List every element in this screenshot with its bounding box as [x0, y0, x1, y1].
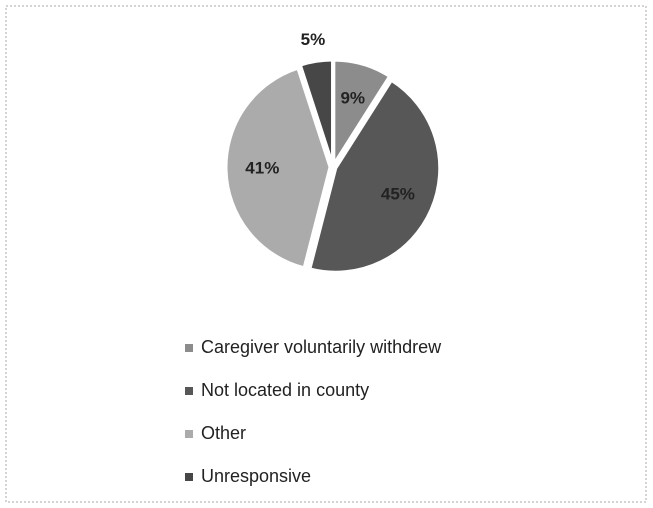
- pie-slice: [308, 78, 442, 274]
- legend: Caregiver voluntarily withdrew Not locate…: [185, 337, 442, 486]
- pie: 9% 45% 41% 5%: [224, 30, 442, 274]
- legend-label: Unresponsive: [201, 466, 311, 486]
- data-label: 5%: [301, 30, 326, 49]
- legend-marker: [185, 387, 193, 395]
- legend-marker: [185, 473, 193, 481]
- data-label: 45%: [381, 185, 415, 204]
- data-label: 9%: [340, 89, 365, 108]
- pie-slice: [224, 66, 332, 270]
- legend-label: Caregiver voluntarily withdrew: [201, 337, 442, 357]
- pie-slice: [298, 58, 335, 165]
- legend-marker: [185, 344, 193, 352]
- data-label: 41%: [245, 159, 279, 178]
- legend-label: Other: [201, 423, 246, 443]
- legend-marker: [185, 430, 193, 438]
- legend-label: Not located in county: [201, 380, 369, 400]
